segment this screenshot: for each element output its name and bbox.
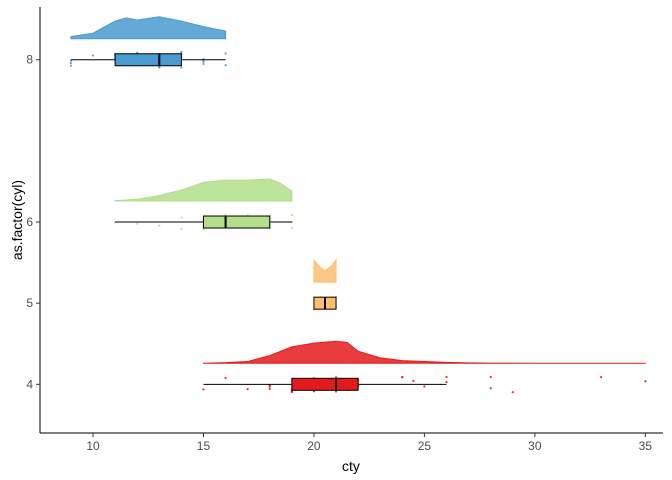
data-point-cyl-6 [202,228,205,231]
x-tick-label: 35 [639,439,653,453]
data-point-cyl-8 [136,51,139,54]
box-cyl-4 [291,377,359,391]
data-point-cyl-6 [290,226,293,230]
data-point-cyl-4 [246,388,249,391]
data-point-cyl-8 [224,52,227,55]
x-tick-label: 25 [418,439,432,453]
data-point-cyl-4 [334,390,338,393]
box-cyl-8 [114,53,182,67]
data-point-cyl-4 [423,385,426,388]
data-point-cyl-6 [180,216,183,219]
data-point-cyl-8 [69,61,73,65]
data-point-cyl-4 [202,388,205,391]
x-tick-label: 10 [86,439,100,453]
data-point-cyl-4 [290,390,293,393]
y-tick-label: 6 [26,215,33,229]
density-cloud-cyl-4 [202,340,646,364]
y-tick-label: 4 [26,377,33,391]
y-axis-title: as.factor(cyl) [9,180,25,260]
data-point-cyl-8 [224,64,227,67]
data-point-cyl-4 [644,380,647,383]
data-point-cyl-8 [180,50,183,54]
data-point-cyl-4 [511,391,514,394]
data-point-cyl-4 [445,375,448,379]
data-point-cyl-4 [445,380,448,384]
y-tick-label: 8 [26,53,33,67]
density-cloud-cyl-5 [313,258,337,283]
data-point-cyl-4 [412,379,415,383]
data-point-cyl-4 [489,375,492,379]
axis-ticks: 10 15 20 25 30 35 4 5 6 8 [26,53,652,453]
data-point-cyl-6 [136,222,139,225]
box-cyl-6 [202,215,271,229]
density-cloud-cyl-6 [114,178,293,202]
data-point-cyl-4 [401,376,404,379]
data-point-cyl-8 [69,64,73,67]
data-point-cyl-4 [224,376,227,380]
data-point-cyl-4 [600,376,603,379]
x-axis-title: cty [342,458,360,474]
data-point-cyl-4 [268,387,271,390]
data-point-cyl-8 [202,62,205,65]
x-tick-label: 30 [528,439,542,453]
x-tick-label: 15 [197,439,211,453]
data-point-cyl-6 [290,213,293,217]
data-point-cyl-8 [180,66,183,69]
density-cloud-cyl-8 [70,16,227,40]
data-point-cyl-4 [489,387,492,390]
data-point-cyl-6 [180,227,183,231]
y-tick-label: 5 [26,296,33,310]
data-point-cyl-8 [91,54,95,57]
x-tick-label: 20 [307,439,321,453]
plot-area [69,16,647,394]
data-point-cyl-8 [158,65,161,69]
data-point-cyl-6 [158,224,161,227]
